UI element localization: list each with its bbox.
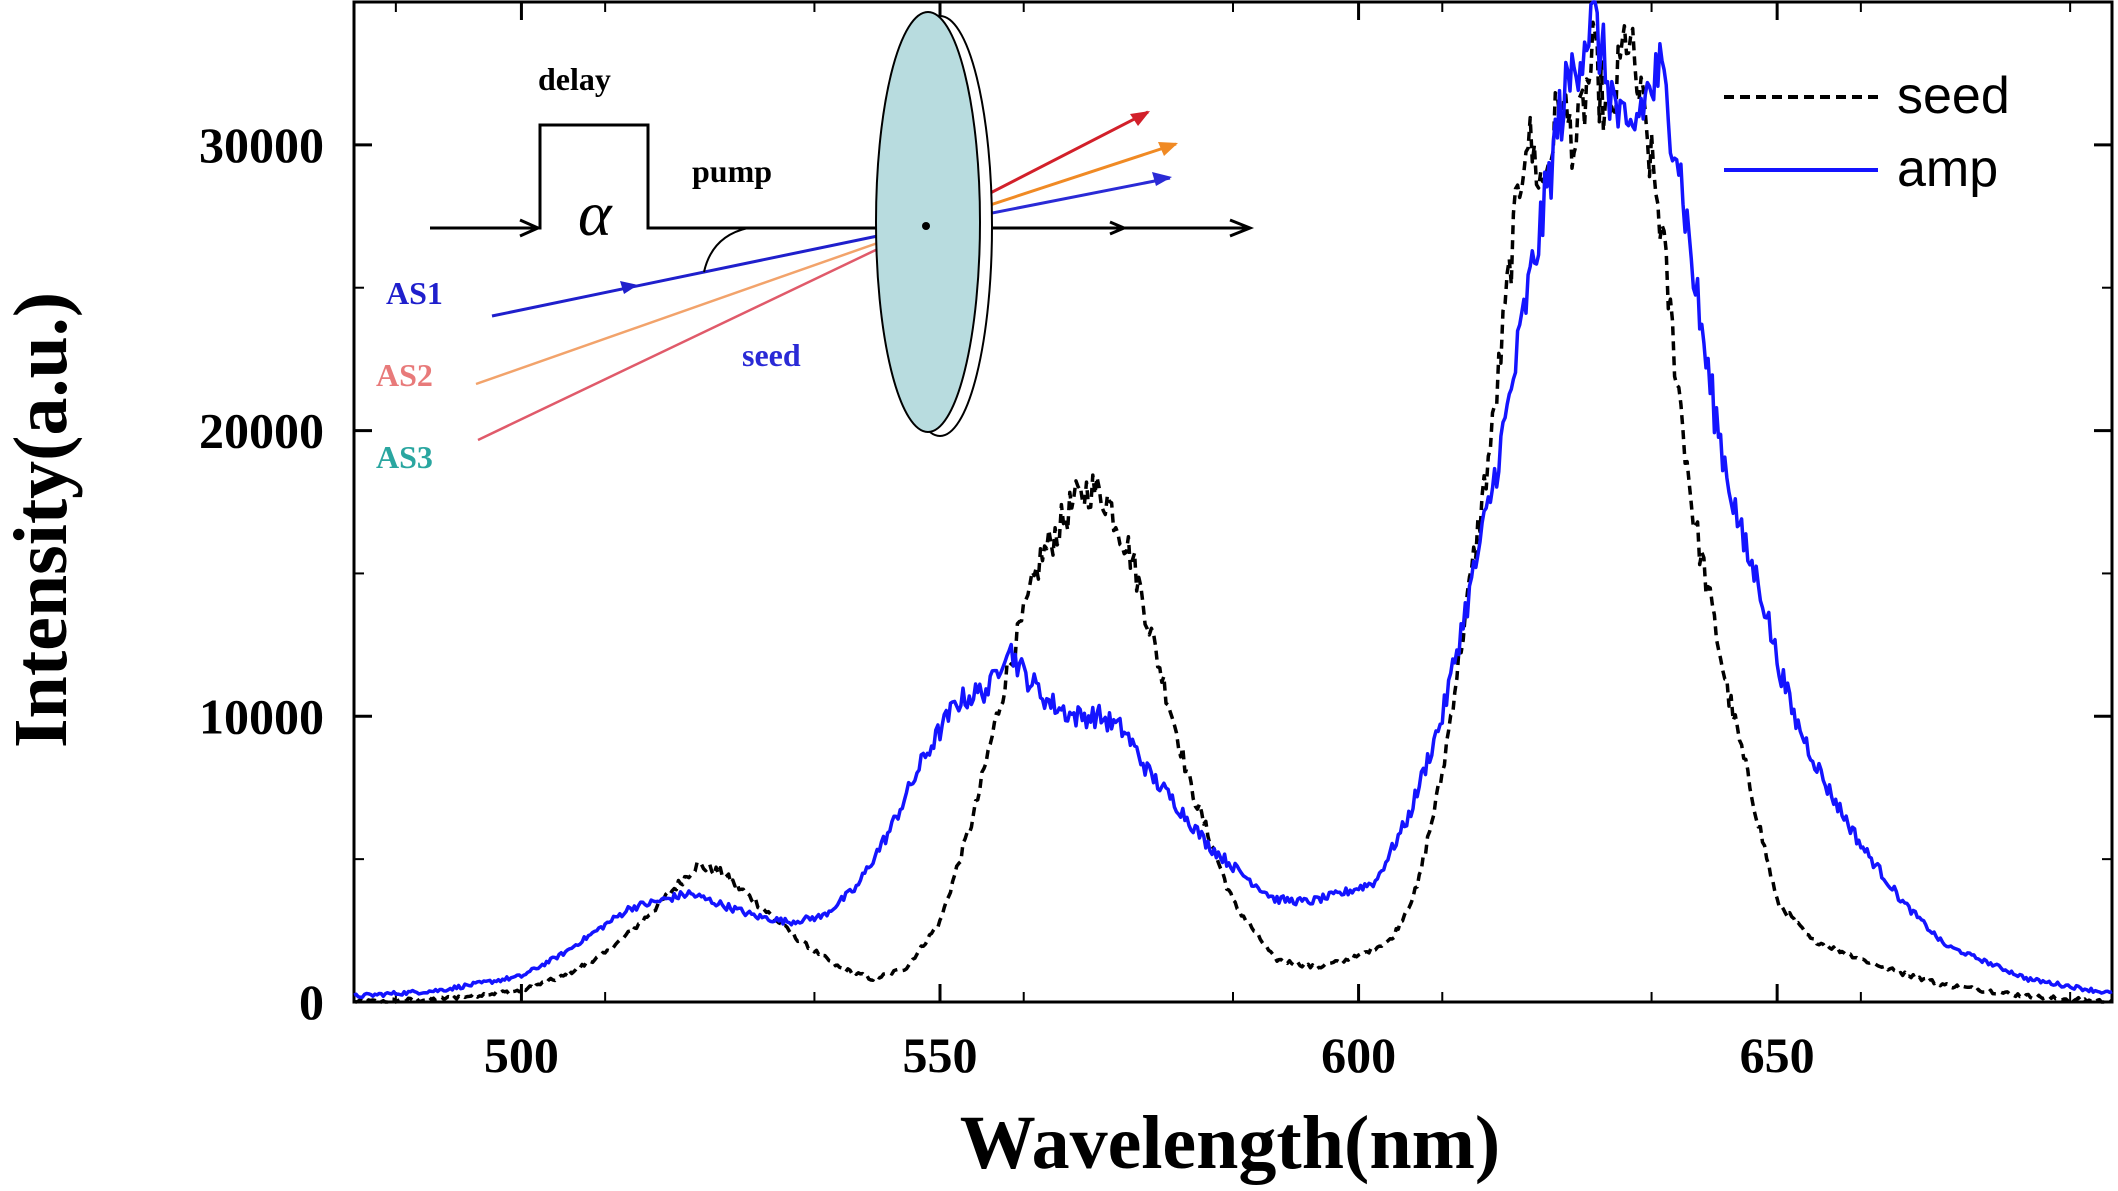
y-tick-label: 10000 bbox=[199, 688, 324, 744]
y-tick-label: 30000 bbox=[199, 117, 324, 173]
focus-point bbox=[922, 222, 930, 230]
pump-label: pump bbox=[692, 153, 772, 189]
out-red-arrow bbox=[1130, 111, 1150, 126]
x-tick-label: 650 bbox=[1740, 1027, 1815, 1083]
axis-ticks: 500 550 600 650 0 10000 20000 30000 bbox=[199, 2, 2112, 1083]
plot-frame bbox=[352, 0, 2114, 1004]
pump-beam-line bbox=[430, 123, 1250, 230]
crystal bbox=[875, 11, 981, 433]
seed-inset-label: seed bbox=[742, 337, 801, 373]
x-tick-label: 550 bbox=[903, 1027, 978, 1083]
out-orange-arrow bbox=[1158, 142, 1178, 156]
out-blue-arrow bbox=[1152, 172, 1172, 186]
setup-schematic-inset: delay pump α AS1 AS2 AS3 seed bbox=[376, 11, 1255, 475]
x-axis-label: Wavelength(nm) bbox=[960, 1101, 1500, 1185]
delay-label: delay bbox=[538, 61, 611, 97]
alpha-angle-arc bbox=[703, 227, 749, 273]
series-amp-line bbox=[353, 0, 2113, 999]
y-axis-label: Intensity(a.u.) bbox=[0, 292, 83, 748]
pump-arrow-2 bbox=[1229, 218, 1255, 238]
as1-beam bbox=[491, 224, 927, 318]
x-tick-label: 600 bbox=[1321, 1027, 1396, 1083]
y-tick-label: 0 bbox=[299, 974, 324, 1030]
legend-amp-label: amp bbox=[1897, 140, 1998, 198]
legend-seed-label: seed bbox=[1897, 67, 2010, 125]
as2-beam bbox=[475, 224, 927, 386]
as1-beam-arrow bbox=[620, 281, 638, 294]
as3-beam bbox=[477, 224, 927, 442]
as3-label: AS3 bbox=[376, 439, 433, 475]
alpha-label: α bbox=[578, 178, 613, 249]
legend: seed amp bbox=[1724, 67, 2010, 198]
y-tick-label: 20000 bbox=[199, 403, 324, 459]
pump-arrow-3 bbox=[1109, 220, 1128, 236]
series-layer bbox=[353, 0, 2114, 1004]
as2-label: AS2 bbox=[376, 357, 433, 393]
series-seed-line bbox=[353, 20, 2114, 1004]
as1-label: AS1 bbox=[386, 275, 443, 311]
x-tick-label: 500 bbox=[484, 1027, 559, 1083]
pump-arrow-1 bbox=[519, 218, 542, 238]
